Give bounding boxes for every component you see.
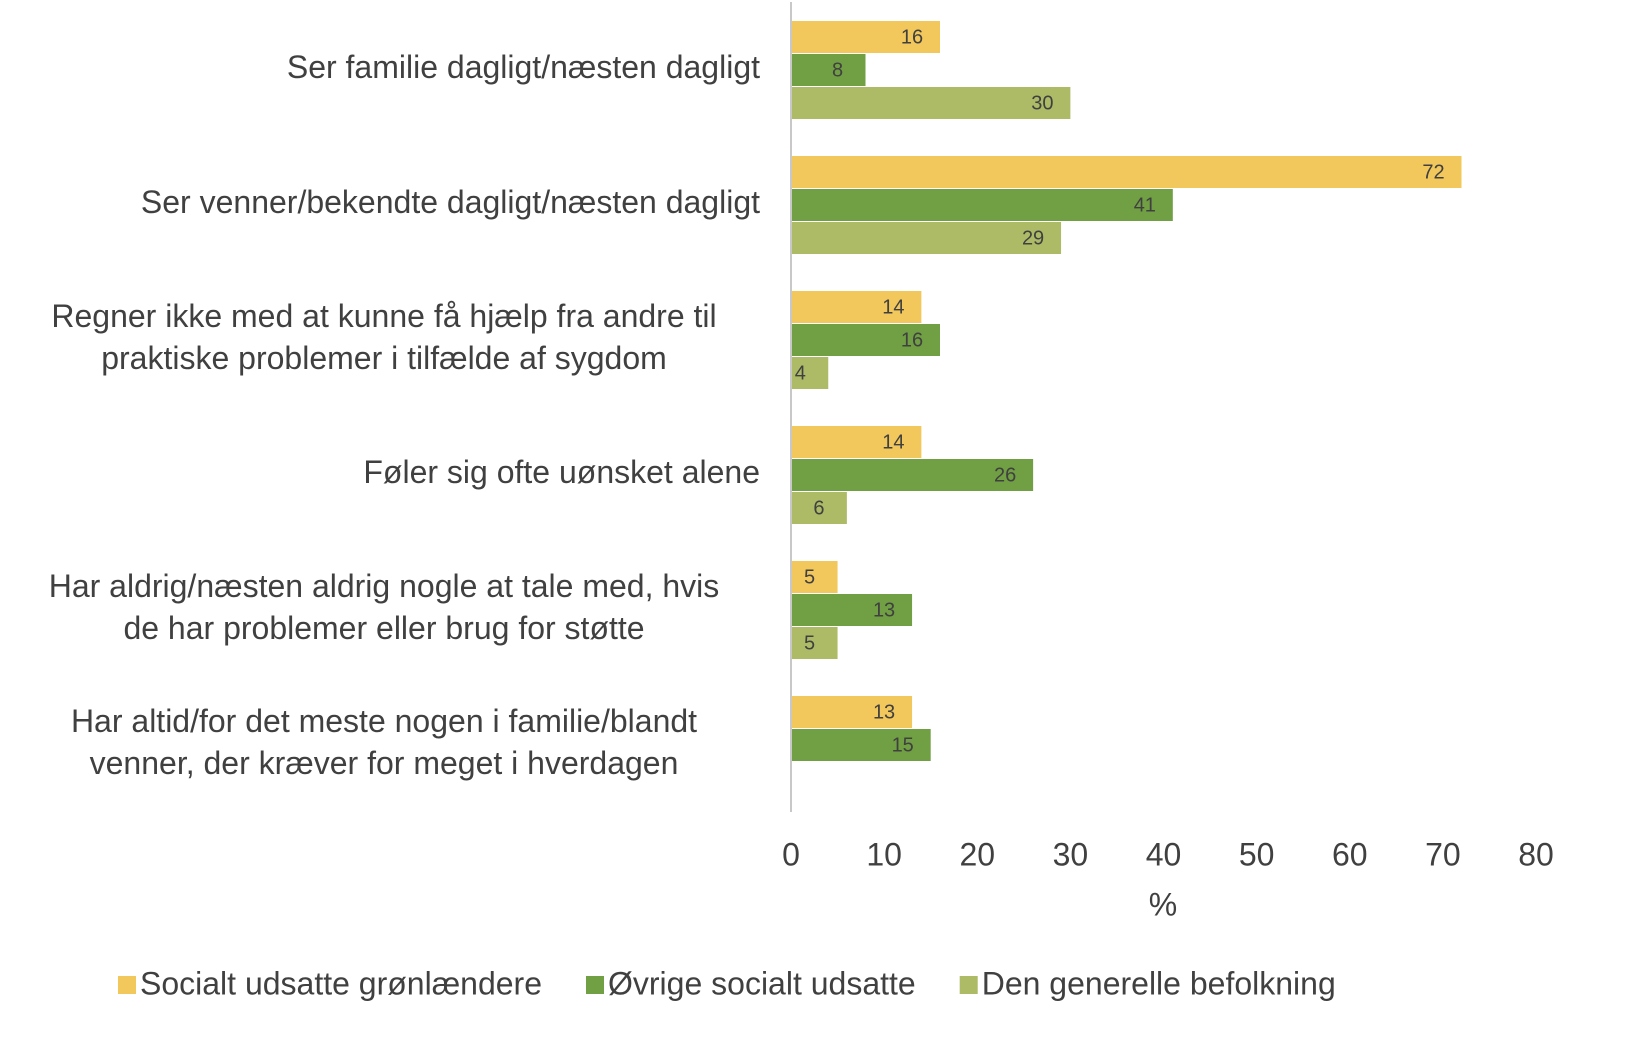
value-label: 14 xyxy=(882,431,904,453)
value-label: 72 xyxy=(1422,161,1444,183)
bar xyxy=(791,561,838,593)
value-label: 13 xyxy=(873,599,895,621)
value-label: 41 xyxy=(1134,194,1156,216)
y-tick-label: Regner ikke med at kunne få hjælp fra an… xyxy=(51,298,716,376)
bar xyxy=(791,21,940,53)
bar xyxy=(791,54,866,86)
x-tick-label: 10 xyxy=(866,836,902,872)
bar xyxy=(791,222,1062,254)
bar xyxy=(791,627,838,659)
x-tick-label: 20 xyxy=(959,836,995,872)
legend-label: Socialt udsatte grønlændere xyxy=(140,965,542,1001)
value-label: 16 xyxy=(901,26,923,48)
bar xyxy=(791,156,1462,188)
value-label: 8 xyxy=(832,59,843,81)
value-label: 5 xyxy=(804,632,815,654)
value-label: 16 xyxy=(901,329,923,351)
x-tick-label: 50 xyxy=(1239,836,1275,872)
legend-label: Den generelle befolkning xyxy=(982,965,1336,1001)
value-label: 14 xyxy=(882,296,904,318)
value-label: 4 xyxy=(795,362,806,384)
value-label: 6 xyxy=(813,497,824,519)
bar xyxy=(791,291,922,323)
x-tick-label: 30 xyxy=(1053,836,1089,872)
value-label: 13 xyxy=(873,701,895,723)
legend-label: Øvrige socialt udsatte xyxy=(608,965,916,1001)
value-label: 29 xyxy=(1022,227,1044,249)
value-label: 26 xyxy=(994,464,1016,486)
value-label: 5 xyxy=(804,566,815,588)
bar xyxy=(791,87,1071,119)
value-label: 30 xyxy=(1031,92,1053,114)
y-tick-label: Har aldrig/næsten aldrig nogle at tale m… xyxy=(49,568,720,646)
x-tick-label: 60 xyxy=(1332,836,1368,872)
bar xyxy=(791,357,829,389)
y-tick-label: Har altid/for det meste nogen i familie/… xyxy=(71,703,697,781)
bar xyxy=(791,459,1034,491)
legend-swatch xyxy=(959,976,978,994)
value-label: 15 xyxy=(892,734,914,756)
legend-swatch xyxy=(586,976,604,994)
x-tick-label: 40 xyxy=(1146,836,1182,872)
bar xyxy=(791,189,1173,221)
y-tick-label: Ser venner/bekendte dagligt/næsten dagli… xyxy=(141,184,760,220)
y-tick-label: Føler sig ofte uønsket alene xyxy=(363,454,760,490)
legend-swatch xyxy=(118,976,136,994)
bar xyxy=(791,492,847,524)
y-tick-label: Ser familie dagligt/næsten dagligt xyxy=(287,49,760,85)
x-tick-label: 80 xyxy=(1518,836,1554,872)
x-axis-label: % xyxy=(1149,886,1177,922)
bar xyxy=(791,426,922,458)
x-tick-label: 70 xyxy=(1425,836,1461,872)
bar xyxy=(791,696,913,728)
bar xyxy=(791,324,940,356)
bar xyxy=(791,594,913,626)
bar xyxy=(791,729,931,761)
x-tick-label: 0 xyxy=(782,836,800,872)
